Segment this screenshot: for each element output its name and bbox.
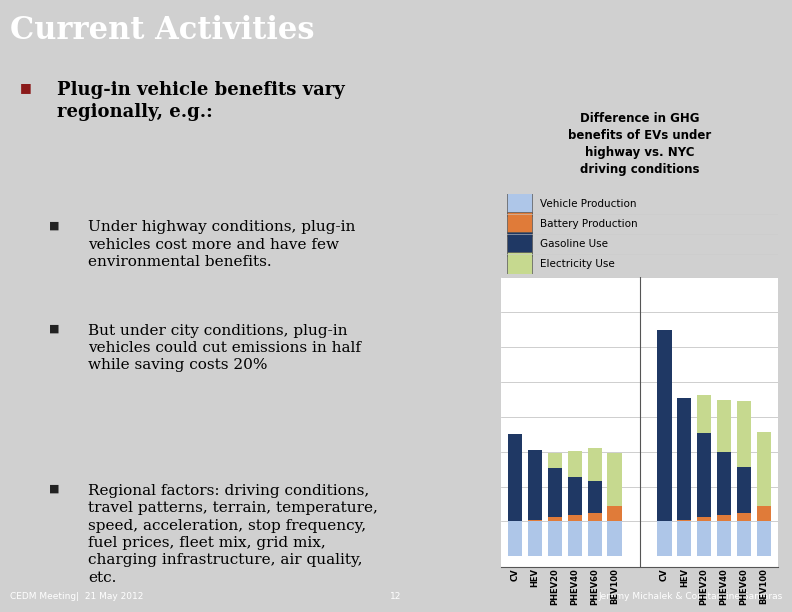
Text: But under city conditions, plug-in
vehicles could cut emissions in half
while sa: But under city conditions, plug-in vehic… xyxy=(88,324,361,372)
Text: Electricity Use: Electricity Use xyxy=(540,259,615,269)
Bar xyxy=(737,468,751,513)
Bar xyxy=(677,398,691,520)
Bar xyxy=(717,452,731,515)
Text: Current Activities: Current Activities xyxy=(10,15,314,46)
Text: Vehicle Production: Vehicle Production xyxy=(540,199,637,209)
Bar xyxy=(677,520,691,521)
Bar xyxy=(717,521,731,556)
Bar xyxy=(507,192,531,216)
Bar xyxy=(697,517,711,521)
Bar xyxy=(757,433,771,506)
Bar xyxy=(507,212,531,236)
Bar xyxy=(588,521,602,556)
Bar xyxy=(588,481,602,513)
Bar xyxy=(717,400,731,452)
Text: Under highway conditions, plug-in
vehicles cost more and have few
environmental : Under highway conditions, plug-in vehicl… xyxy=(88,220,356,269)
Bar xyxy=(657,329,672,521)
Text: Difference in GHG
benefits of EVs under
highway vs. NYC
driving conditions: Difference in GHG benefits of EVs under … xyxy=(568,112,711,176)
Bar xyxy=(607,506,622,521)
Bar xyxy=(528,450,543,520)
Bar xyxy=(548,521,562,556)
Bar xyxy=(528,521,543,556)
Text: ■: ■ xyxy=(49,484,59,494)
Bar xyxy=(697,521,711,556)
Text: Jeremy Michalek & Constantine Samaras: Jeremy Michalek & Constantine Samaras xyxy=(598,592,782,600)
Text: Regional factors: driving conditions,
travel patterns, terrain, temperature,
spe: Regional factors: driving conditions, tr… xyxy=(88,484,378,584)
Bar xyxy=(507,232,531,256)
Text: ■: ■ xyxy=(49,324,59,334)
Text: 12: 12 xyxy=(390,592,402,600)
Bar xyxy=(508,434,522,521)
Bar xyxy=(507,252,531,276)
Bar xyxy=(548,517,562,521)
Bar xyxy=(548,468,562,517)
Bar xyxy=(568,521,582,556)
Bar xyxy=(508,521,522,556)
Text: CEDM Meeting|  21 May 2012: CEDM Meeting| 21 May 2012 xyxy=(10,592,143,600)
Text: ■: ■ xyxy=(49,220,59,230)
Bar xyxy=(697,433,711,517)
Text: Gasoline Use: Gasoline Use xyxy=(540,239,608,249)
Text: ■: ■ xyxy=(21,81,32,94)
Bar xyxy=(677,521,691,556)
Text: Battery Production: Battery Production xyxy=(540,219,638,229)
Bar xyxy=(737,401,751,468)
Bar xyxy=(568,515,582,521)
Bar xyxy=(568,450,582,477)
Bar xyxy=(568,477,582,515)
Bar xyxy=(737,513,751,521)
Bar xyxy=(588,513,602,521)
Bar xyxy=(697,395,711,433)
Bar xyxy=(657,521,672,556)
Bar xyxy=(548,453,562,468)
Bar xyxy=(607,521,622,556)
Bar xyxy=(607,453,622,506)
Bar xyxy=(737,521,751,556)
Bar xyxy=(757,506,771,521)
Bar xyxy=(528,520,543,521)
Bar xyxy=(757,521,771,556)
Bar xyxy=(588,448,602,481)
Bar xyxy=(717,515,731,521)
Text: Plug-in vehicle benefits vary
regionally, e.g.:: Plug-in vehicle benefits vary regionally… xyxy=(57,81,345,121)
